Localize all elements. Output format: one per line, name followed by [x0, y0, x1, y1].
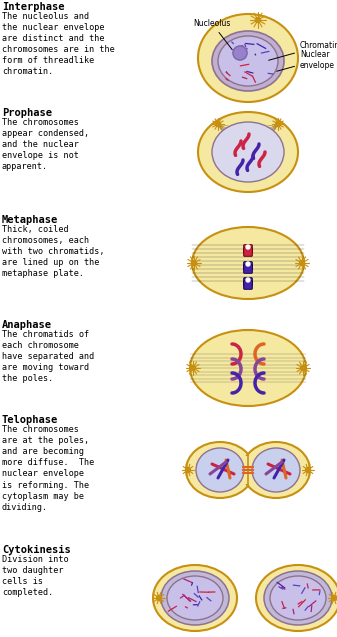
Text: Nucleolus: Nucleolus — [193, 18, 232, 50]
Text: Chromatin: Chromatin — [269, 41, 337, 61]
Text: Thick, coiled
chromosomes, each
with two chromatids,
are lined up on the
metapha: Thick, coiled chromosomes, each with two… — [2, 225, 104, 278]
Circle shape — [156, 596, 161, 601]
Ellipse shape — [264, 571, 332, 625]
Ellipse shape — [196, 448, 244, 492]
Ellipse shape — [198, 14, 298, 102]
Ellipse shape — [270, 576, 326, 620]
Text: Metaphase: Metaphase — [2, 215, 58, 225]
Ellipse shape — [212, 31, 284, 91]
Circle shape — [300, 261, 305, 266]
FancyBboxPatch shape — [244, 262, 252, 270]
Text: Nuclear
envelope: Nuclear envelope — [277, 50, 335, 71]
Ellipse shape — [256, 565, 337, 631]
Ellipse shape — [198, 112, 298, 192]
Circle shape — [191, 261, 196, 266]
Circle shape — [233, 46, 247, 60]
Circle shape — [255, 17, 261, 22]
Ellipse shape — [186, 442, 254, 498]
FancyBboxPatch shape — [244, 245, 252, 254]
FancyBboxPatch shape — [244, 281, 252, 289]
Text: Prophase: Prophase — [2, 108, 52, 118]
Circle shape — [246, 262, 250, 266]
Circle shape — [276, 122, 280, 127]
Ellipse shape — [161, 571, 229, 625]
Text: The chromosomes
appear condensed,
and the nuclear
envelope is not
apparent.: The chromosomes appear condensed, and th… — [2, 118, 89, 171]
Circle shape — [246, 278, 250, 282]
FancyBboxPatch shape — [244, 265, 252, 273]
Circle shape — [190, 366, 195, 371]
Circle shape — [215, 122, 220, 127]
Circle shape — [246, 245, 250, 249]
FancyBboxPatch shape — [244, 248, 252, 256]
Ellipse shape — [212, 122, 284, 182]
Text: The nucleolus and
the nuclear envelope
are distinct and the
chromosomes are in t: The nucleolus and the nuclear envelope a… — [2, 12, 115, 76]
Circle shape — [332, 596, 337, 601]
Ellipse shape — [252, 448, 300, 492]
Ellipse shape — [190, 330, 306, 406]
Text: Division into
two daughter
cells is
completed.: Division into two daughter cells is comp… — [2, 555, 69, 598]
FancyBboxPatch shape — [244, 278, 252, 286]
FancyBboxPatch shape — [242, 456, 254, 484]
Circle shape — [185, 468, 190, 473]
Ellipse shape — [218, 36, 278, 86]
Ellipse shape — [192, 227, 304, 299]
Circle shape — [301, 366, 306, 371]
Ellipse shape — [153, 565, 237, 631]
Text: Cytokinesis: Cytokinesis — [2, 545, 71, 555]
Text: Telophase: Telophase — [2, 415, 58, 425]
Text: Anaphase: Anaphase — [2, 320, 52, 330]
Text: The chromatids of
each chromosome
have separated and
are moving toward
the poles: The chromatids of each chromosome have s… — [2, 330, 94, 383]
Circle shape — [306, 468, 310, 473]
Text: Interphase: Interphase — [2, 2, 64, 12]
Ellipse shape — [242, 442, 310, 498]
Text: The chromosomes
are at the poles,
and are becoming
more diffuse.  The
nuclear en: The chromosomes are at the poles, and ar… — [2, 425, 94, 512]
Ellipse shape — [167, 576, 223, 620]
